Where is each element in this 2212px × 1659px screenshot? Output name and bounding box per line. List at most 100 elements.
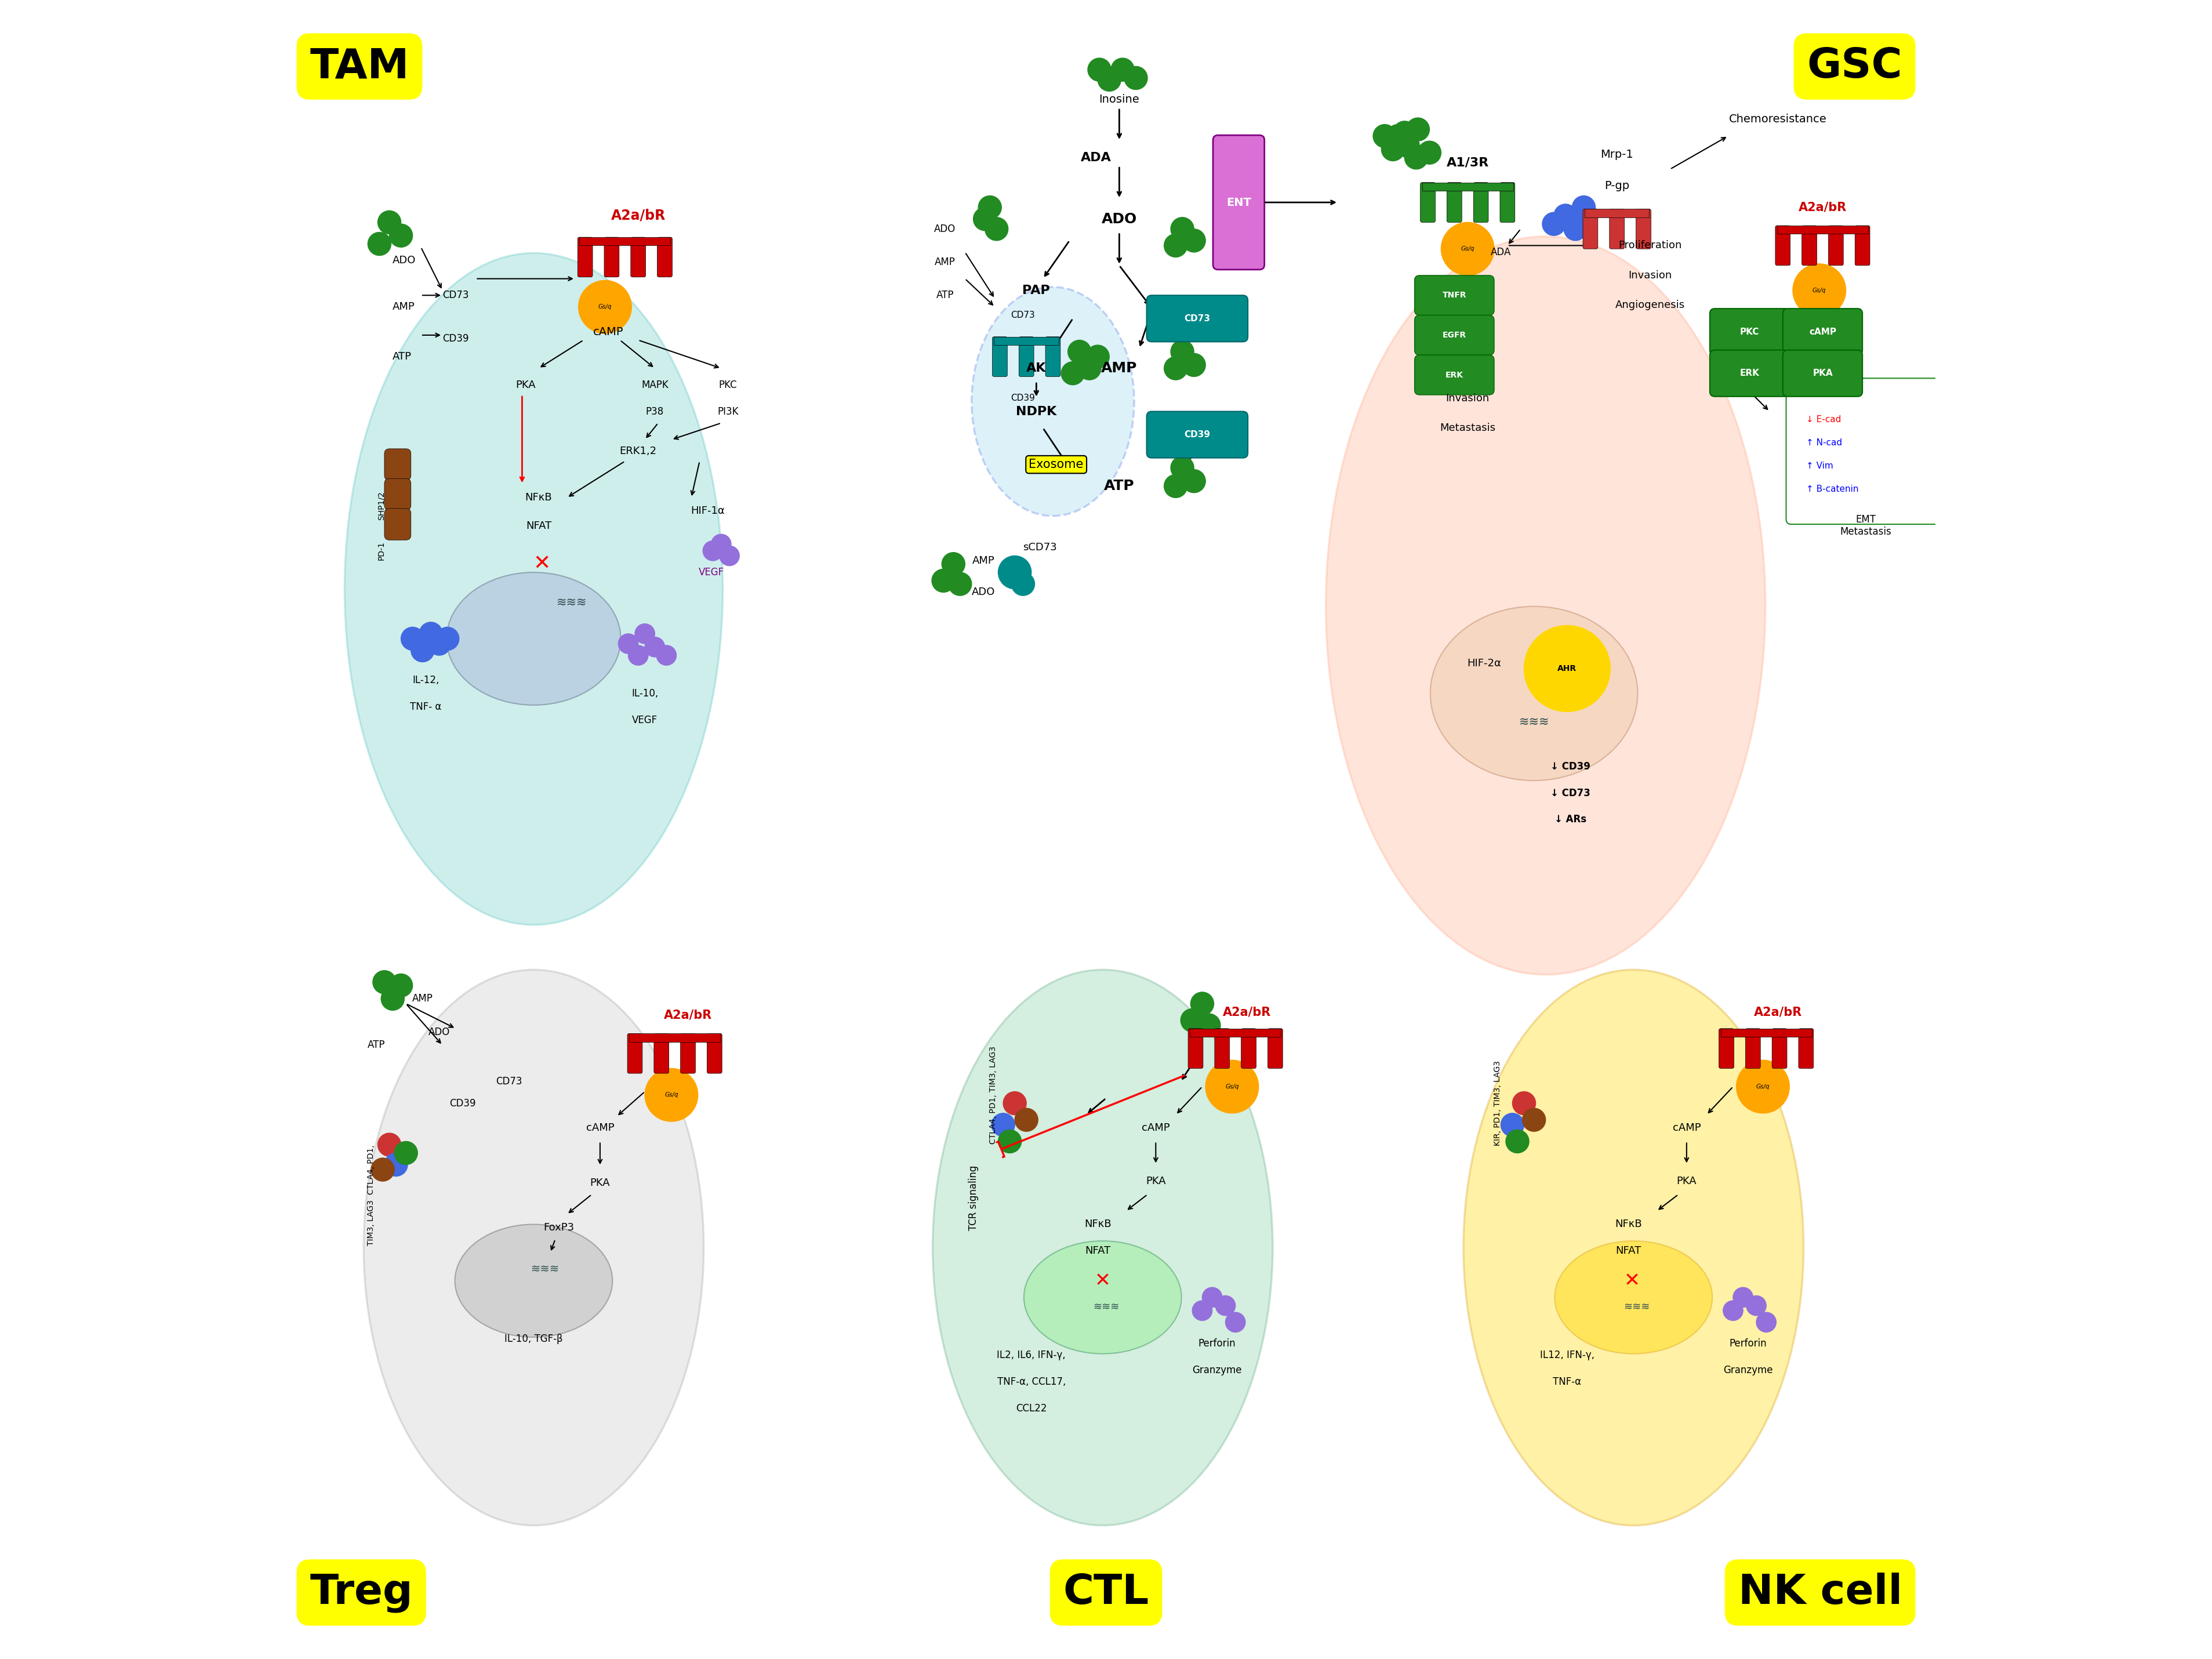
FancyBboxPatch shape [385, 448, 411, 481]
Text: A2a/bR: A2a/bR [611, 209, 666, 222]
Text: GSC: GSC [1807, 46, 1902, 86]
Text: AMP: AMP [394, 302, 416, 312]
Text: Proliferation: Proliferation [1619, 241, 1681, 251]
Circle shape [1015, 1108, 1037, 1131]
FancyBboxPatch shape [1500, 182, 1515, 222]
FancyBboxPatch shape [655, 1034, 668, 1073]
FancyBboxPatch shape [1719, 1029, 1734, 1068]
Circle shape [973, 207, 998, 231]
Text: CTLA4, PD1,: CTLA4, PD1, [367, 1145, 376, 1194]
Text: PKC: PKC [719, 380, 737, 390]
Circle shape [1164, 474, 1188, 498]
FancyBboxPatch shape [1046, 337, 1060, 377]
Circle shape [1088, 58, 1110, 81]
FancyBboxPatch shape [1413, 275, 1493, 315]
Circle shape [1206, 1060, 1259, 1113]
Text: ADO: ADO [933, 224, 956, 234]
Text: CD73: CD73 [442, 290, 469, 300]
Circle shape [1405, 146, 1427, 169]
FancyBboxPatch shape [993, 337, 1006, 377]
Text: VEGF: VEGF [699, 567, 723, 577]
Text: FoxP3: FoxP3 [544, 1223, 573, 1233]
Circle shape [991, 1113, 1015, 1136]
FancyBboxPatch shape [385, 509, 411, 541]
Circle shape [949, 572, 971, 596]
Circle shape [984, 217, 1009, 241]
Circle shape [1086, 345, 1108, 368]
Circle shape [385, 1153, 407, 1176]
FancyBboxPatch shape [628, 1034, 641, 1073]
Circle shape [1062, 362, 1084, 385]
Text: ✕: ✕ [1095, 1271, 1110, 1291]
Text: A2a/bR: A2a/bR [1754, 1007, 1803, 1017]
Text: TCR signaling: TCR signaling [969, 1165, 978, 1231]
Text: AHR: AHR [1557, 665, 1577, 672]
FancyBboxPatch shape [681, 1034, 695, 1073]
FancyBboxPatch shape [1146, 411, 1248, 458]
Ellipse shape [363, 969, 703, 1526]
FancyBboxPatch shape [657, 237, 672, 277]
Text: ATP: ATP [367, 1040, 385, 1050]
Text: Granzyme: Granzyme [1192, 1365, 1241, 1375]
Text: Perforin: Perforin [1199, 1339, 1237, 1349]
Text: Gs/q: Gs/q [1225, 1083, 1239, 1090]
Text: Invasion: Invasion [1447, 393, 1489, 403]
FancyBboxPatch shape [1772, 1029, 1787, 1068]
Circle shape [1011, 572, 1035, 596]
Text: NFκB: NFκB [1615, 1219, 1641, 1229]
Circle shape [1440, 222, 1493, 275]
Text: Gs/q: Gs/q [1812, 287, 1827, 294]
Circle shape [1110, 58, 1135, 81]
Circle shape [1387, 124, 1409, 148]
Circle shape [1500, 1113, 1524, 1136]
FancyBboxPatch shape [1146, 295, 1248, 342]
Circle shape [1756, 1312, 1776, 1332]
Text: P-gp: P-gp [1604, 181, 1630, 191]
Text: ≋≋≋: ≋≋≋ [1520, 717, 1548, 727]
Text: NK cell: NK cell [1739, 1573, 1902, 1613]
FancyBboxPatch shape [385, 479, 411, 511]
Text: IL-10,: IL-10, [630, 688, 659, 698]
Text: Treg: Treg [310, 1573, 414, 1613]
Text: PKA: PKA [515, 380, 535, 390]
Circle shape [646, 1068, 699, 1121]
Circle shape [1736, 1060, 1790, 1113]
Text: TAM: TAM [310, 46, 409, 86]
Circle shape [1723, 1301, 1743, 1321]
Circle shape [1506, 1130, 1528, 1153]
Text: TNFR: TNFR [1442, 292, 1467, 299]
Text: Mrp-1: Mrp-1 [1601, 149, 1632, 159]
Text: ADO: ADO [429, 1027, 449, 1037]
Text: cAMP: cAMP [586, 1123, 615, 1133]
Text: CD39: CD39 [1011, 393, 1035, 403]
Circle shape [1201, 1287, 1221, 1307]
Circle shape [1792, 264, 1845, 317]
Text: Exosome: Exosome [1029, 460, 1084, 469]
Text: ≋≋≋: ≋≋≋ [531, 1264, 560, 1274]
Circle shape [1181, 469, 1206, 493]
Circle shape [712, 534, 732, 554]
Ellipse shape [971, 287, 1135, 516]
FancyBboxPatch shape [1584, 209, 1650, 217]
Text: AMP: AMP [1102, 362, 1137, 375]
FancyBboxPatch shape [1783, 350, 1863, 397]
Text: A2a/bR: A2a/bR [1223, 1007, 1272, 1017]
Circle shape [1181, 1009, 1203, 1032]
Circle shape [1164, 357, 1188, 380]
Text: NDPK: NDPK [1015, 406, 1057, 416]
Circle shape [580, 280, 633, 333]
Text: CD73: CD73 [1011, 310, 1035, 320]
Text: ≋≋≋: ≋≋≋ [557, 597, 586, 607]
FancyBboxPatch shape [1413, 355, 1493, 395]
Circle shape [657, 645, 677, 665]
Text: AMP: AMP [411, 994, 434, 1004]
Circle shape [635, 624, 655, 644]
Circle shape [1164, 234, 1188, 257]
Circle shape [1394, 121, 1416, 144]
Text: ≋≋≋: ≋≋≋ [1093, 1302, 1119, 1312]
FancyBboxPatch shape [1776, 226, 1869, 234]
FancyBboxPatch shape [993, 337, 1060, 345]
Text: ADA: ADA [1491, 247, 1511, 257]
Text: NFAT: NFAT [526, 521, 551, 531]
Text: IL-12,: IL-12, [411, 675, 440, 685]
